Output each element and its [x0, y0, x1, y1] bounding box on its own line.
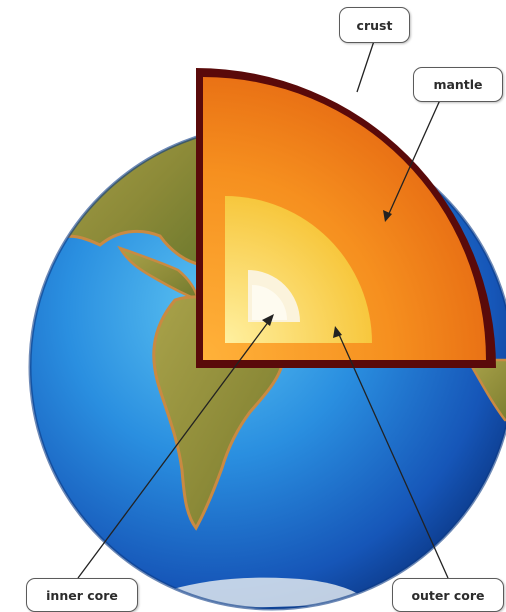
- outer-core-pointer: [336, 329, 449, 579]
- crust-pointer: [356, 40, 375, 93]
- inner-core-pointer: [77, 316, 273, 579]
- leader-lines: [77, 40, 449, 579]
- land-antarctica: [170, 577, 372, 609]
- outer-core-arrowhead: [333, 326, 342, 338]
- mantle-arrowhead: [383, 210, 392, 222]
- mantle-label: mantle: [413, 67, 503, 102]
- land-africa: [465, 358, 506, 422]
- mantle-pointer: [386, 99, 441, 219]
- inner-core-label: inner core: [26, 578, 138, 612]
- crust-label: crust: [339, 7, 410, 43]
- cutaway-layers: [196, 68, 496, 368]
- inner-core-arrowhead: [262, 314, 274, 326]
- outer-core-label: outer core: [392, 578, 504, 612]
- arrow-heads: [262, 210, 392, 338]
- inner-core-glow: [252, 285, 287, 320]
